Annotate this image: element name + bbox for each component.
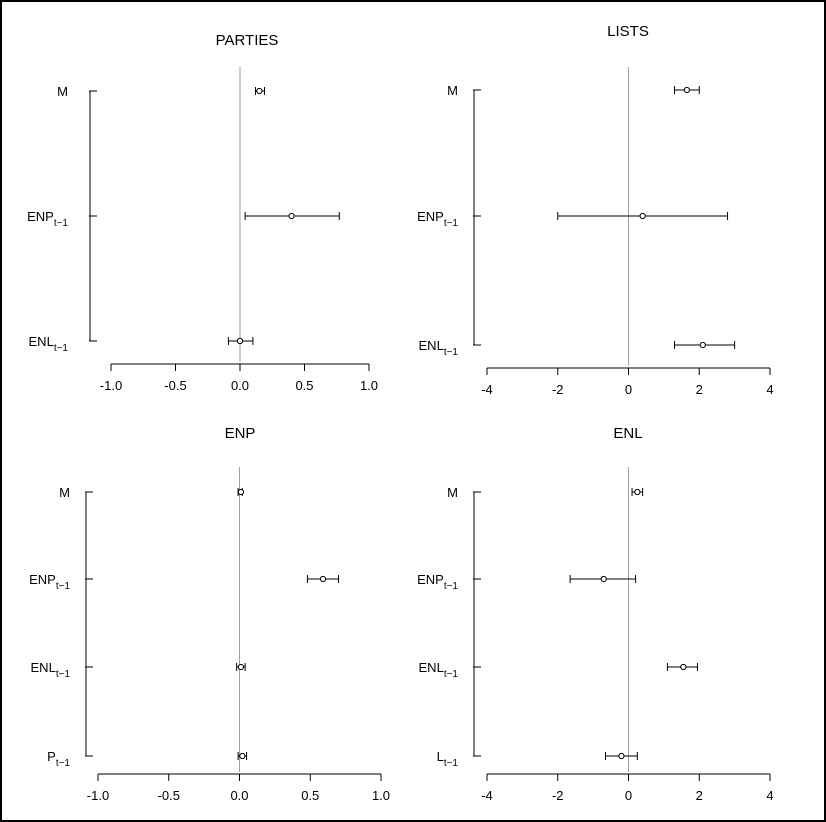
x-tick-label: -1.0 (87, 788, 109, 803)
row-label: ENPt−1 (29, 572, 70, 592)
point-estimate (288, 212, 295, 220)
row-label-main: M (57, 84, 68, 99)
row-label: Pt−1 (47, 749, 70, 769)
row-label-subscript: t−1 (444, 347, 459, 358)
row-label: ENPt−1 (417, 209, 458, 229)
row-label-main: ENP (27, 209, 54, 224)
x-tick-label: 4 (766, 382, 773, 397)
point-estimate (319, 575, 327, 583)
row-label-main: ENL (31, 660, 56, 675)
row-label: ENLt−1 (419, 338, 459, 358)
x-tick-label: 1.0 (360, 378, 378, 393)
row-label-main: L (437, 749, 444, 764)
point-estimate (680, 663, 687, 671)
x-tick-label: 1.0 (372, 788, 390, 803)
row-label-main: ENL (419, 660, 444, 675)
point-estimate (237, 488, 245, 496)
row-label-subscript: t−1 (54, 218, 69, 229)
x-tick-label: 4 (766, 788, 773, 803)
x-tick-label: 0.0 (230, 788, 248, 803)
x-tick-label: -0.5 (164, 378, 186, 393)
row-label-subscript: t−1 (56, 669, 71, 680)
row-label-main: M (59, 485, 70, 500)
row-label-subscript: t−1 (444, 758, 459, 769)
row-label: ENLt−1 (29, 334, 69, 354)
point-estimate (239, 752, 246, 760)
row-label: ENPt−1 (27, 209, 68, 229)
x-tick-label: -2 (552, 788, 564, 803)
x-tick-label: 0 (625, 788, 632, 803)
point-estimate (634, 488, 641, 496)
row-label: M (447, 83, 458, 98)
row-label-main: ENP (29, 572, 56, 587)
panel-title: LISTS (607, 23, 649, 40)
x-tick-label: -1.0 (100, 378, 122, 393)
row-label: M (447, 485, 458, 500)
row-label-main: ENL (419, 338, 444, 353)
point-estimate (237, 663, 245, 671)
point-estimate (699, 341, 706, 349)
row-label-subscript: t−1 (54, 343, 69, 354)
row-label: ENLt−1 (419, 660, 459, 680)
point-estimate (256, 87, 263, 95)
x-tick-label: 0.5 (301, 788, 319, 803)
row-label: M (57, 84, 68, 99)
panel-title: PARTIES (216, 32, 279, 49)
row-label-subscript: t−1 (56, 581, 71, 592)
x-tick-label: -2 (552, 382, 564, 397)
panel-title: ENP (225, 425, 256, 442)
row-label-main: M (447, 485, 458, 500)
panel-title: ENL (613, 425, 642, 442)
x-tick-label: 0 (625, 382, 632, 397)
row-label-main: ENL (29, 334, 54, 349)
row-label: M (59, 485, 70, 500)
row-label: ENPt−1 (417, 572, 458, 592)
row-label-subscript: t−1 (444, 581, 459, 592)
point-estimate (236, 337, 244, 345)
row-label-main: M (447, 83, 458, 98)
x-tick-label: 0.5 (295, 378, 313, 393)
row-label: Lt−1 (437, 749, 459, 769)
x-tick-label: 2 (696, 788, 703, 803)
x-tick-label: 0.0 (231, 378, 249, 393)
point-estimate (600, 575, 607, 583)
x-tick-label: -4 (481, 788, 493, 803)
row-label-main: ENP (417, 209, 444, 224)
row-label-subscript: t−1 (444, 218, 459, 229)
row-label-subscript: t−1 (56, 758, 71, 769)
x-tick-label: -4 (481, 382, 493, 397)
row-label: ENLt−1 (31, 660, 71, 680)
point-estimate (639, 212, 646, 220)
x-tick-label: -0.5 (158, 788, 180, 803)
row-label-main: ENP (417, 572, 444, 587)
point-estimate (683, 86, 690, 94)
x-tick-label: 2 (696, 382, 703, 397)
row-label-subscript: t−1 (444, 669, 459, 680)
row-label-main: P (47, 749, 56, 764)
point-estimate (618, 752, 625, 760)
